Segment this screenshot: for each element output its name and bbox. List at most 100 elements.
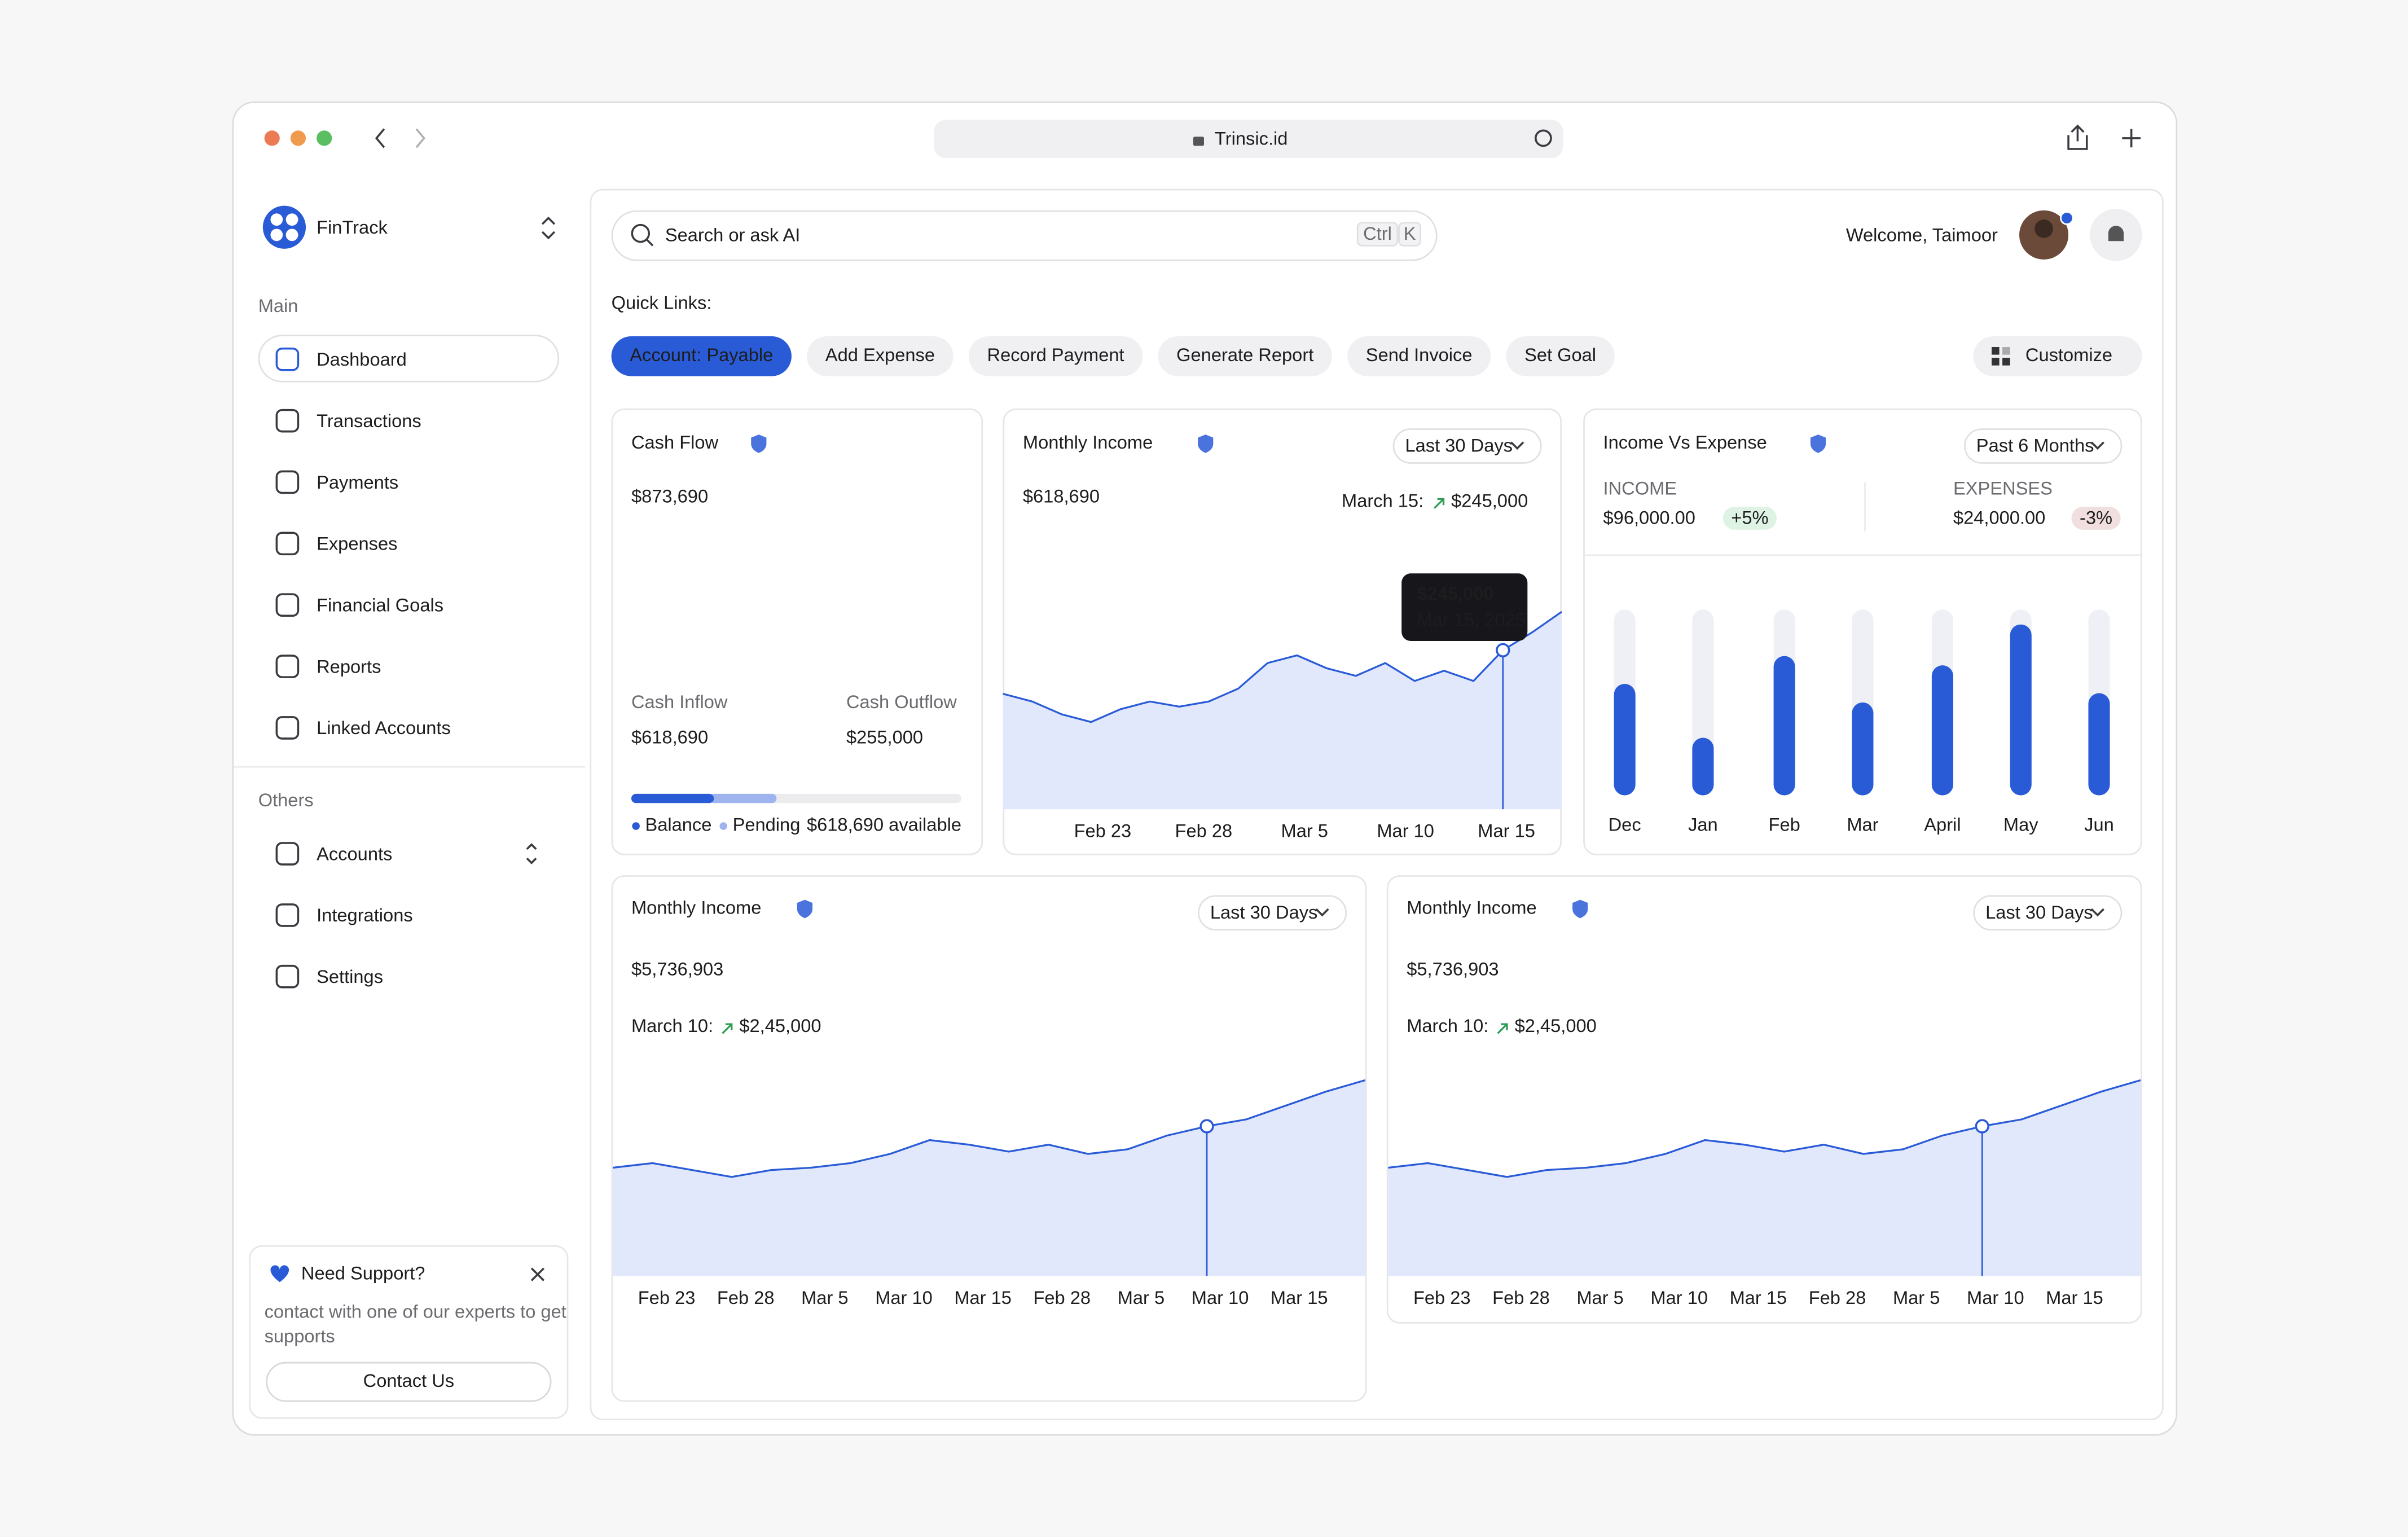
range-dropdown[interactable] — [1973, 895, 2123, 931]
contact-button[interactable] — [266, 1362, 552, 1402]
range-label[interactable]: Last 30 Days — [1210, 902, 1318, 923]
nav-icon — [275, 470, 300, 494]
tooltip-value: $245,000 — [1417, 583, 1493, 604]
customize-button[interactable] — [1973, 336, 2142, 376]
tooltip — [1401, 573, 1528, 642]
inflow-label: Cash Inflow — [631, 691, 728, 712]
quick-link[interactable] — [1347, 336, 1491, 376]
card-title: Cash Flow — [631, 432, 719, 453]
x-label: Feb 28 — [1175, 820, 1233, 841]
section-label: Main — [258, 295, 298, 316]
reload[interactable] — [1535, 129, 1552, 147]
x-label: Feb 23 — [638, 1287, 696, 1308]
x-label: Mar 15 — [2046, 1287, 2103, 1308]
x-label: May — [2003, 814, 2038, 835]
search-placeholder: Search or ask AI — [665, 225, 800, 245]
quick-link-label[interactable]: Add Expense — [825, 344, 935, 365]
area — [1388, 1080, 2141, 1276]
back[interactable] — [375, 128, 385, 148]
url: Trinsic.id — [1215, 128, 1288, 148]
x-label: Feb 23 — [1413, 1287, 1471, 1308]
up-arrow — [1497, 1023, 1508, 1034]
quick-link[interactable] — [1158, 336, 1332, 376]
nav-item[interactable]: Integrations — [317, 904, 413, 925]
bar — [1692, 737, 1714, 796]
accounts-expand[interactable] — [526, 843, 537, 864]
nav-icon — [275, 716, 300, 740]
up-arrow — [722, 1023, 733, 1034]
new-tab[interactable] — [2122, 129, 2141, 148]
caret — [1315, 908, 1329, 917]
x-label: Mar 15 — [1730, 1287, 1787, 1308]
close-support[interactable] — [530, 1267, 545, 1281]
quick-link-label[interactable]: Record Payment — [987, 344, 1124, 365]
highlight-point — [1496, 643, 1510, 658]
quick-link-label[interactable]: Set Goal — [1524, 344, 1596, 365]
x-label: Mar 5 — [1281, 820, 1328, 841]
line — [1003, 611, 1562, 723]
quick-link[interactable] — [611, 336, 792, 376]
nav-item[interactable]: Dashboard — [317, 349, 407, 370]
range-dropdown[interactable] — [1392, 428, 1542, 464]
change: +5% — [1731, 507, 1768, 528]
forward[interactable] — [415, 128, 425, 148]
quick-link-label[interactable]: Send Invoice — [1366, 344, 1473, 365]
range-dropdown[interactable] — [1964, 428, 2123, 464]
nav-active[interactable] — [258, 335, 560, 383]
quick-link[interactable] — [968, 336, 1143, 376]
x-label: April — [1924, 814, 1961, 835]
x-label: Feb 28 — [1033, 1287, 1091, 1308]
quick-link-label[interactable]: Account: Payable — [630, 344, 773, 365]
range-label[interactable]: Past 6 Months — [1976, 435, 2094, 456]
legend-dot — [632, 822, 640, 830]
minimize-dot[interactable] — [290, 130, 306, 146]
nav-icon — [275, 842, 300, 866]
quick-link-label[interactable]: Generate Report — [1176, 344, 1313, 365]
close-dot[interactable] — [264, 130, 280, 146]
range-label[interactable]: Last 30 Days — [1405, 435, 1513, 456]
contact-label[interactable]: Contact Us — [363, 1370, 454, 1391]
quick-link[interactable] — [807, 336, 953, 376]
outflow: $255,000 — [846, 727, 923, 748]
x-label: Mar 10 — [1192, 1287, 1249, 1308]
x-label: Mar 5 — [801, 1287, 848, 1308]
key — [1398, 222, 1422, 247]
nav-item[interactable]: Reports — [317, 656, 381, 677]
cash-flow-card — [611, 408, 983, 855]
caret — [2090, 908, 2104, 917]
nav-item[interactable]: Linked Accounts — [317, 717, 451, 738]
grid-icon — [2002, 358, 2010, 366]
note-label: March 10: — [631, 1015, 713, 1036]
card-title: Monthly Income — [1407, 897, 1536, 918]
zoom-dot[interactable] — [317, 130, 332, 146]
brand: FinTrack — [317, 217, 388, 238]
quick-link[interactable] — [1506, 336, 1615, 376]
area — [613, 1080, 1365, 1276]
highlight-point — [1199, 1119, 1214, 1134]
range-label[interactable]: Last 30 Days — [1985, 902, 2093, 923]
nav-icon — [275, 593, 300, 617]
x-label: Mar 5 — [1576, 1287, 1623, 1308]
nav-item[interactable]: Transactions — [317, 410, 421, 431]
customize-label[interactable]: Customize — [2025, 344, 2112, 365]
verified-badge — [1198, 434, 1214, 453]
nav-item[interactable]: Financial Goals — [317, 595, 443, 616]
nav-item[interactable]: Accounts — [317, 843, 392, 864]
note-label: March 10: — [1407, 1015, 1488, 1036]
search[interactable] — [611, 210, 1438, 261]
nav-item[interactable]: Settings — [317, 966, 383, 987]
nav-icon — [275, 964, 300, 989]
x-label: Mar 10 — [1650, 1287, 1708, 1308]
x-label: Mar — [1847, 814, 1878, 835]
nav-item[interactable]: Payments — [317, 472, 398, 493]
nav-item[interactable]: Expenses — [317, 533, 397, 554]
bell — [2108, 226, 2124, 244]
brand-switch[interactable] — [541, 216, 556, 240]
note-label: March 15: — [1342, 490, 1423, 511]
url-bar[interactable] — [934, 120, 1563, 159]
range-dropdown[interactable] — [1198, 895, 1347, 931]
x-label: Feb 28 — [1492, 1287, 1550, 1308]
share[interactable] — [2067, 124, 2088, 150]
section-label: Others — [258, 789, 314, 810]
x-label: Mar 10 — [1967, 1287, 2024, 1308]
